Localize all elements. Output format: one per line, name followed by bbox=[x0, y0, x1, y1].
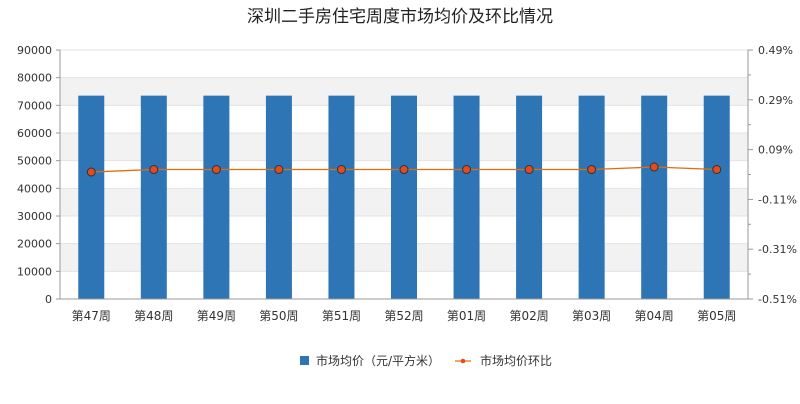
ratio-point bbox=[211, 165, 221, 175]
y-left-tick-label: 10000 bbox=[17, 265, 52, 278]
legend: 市场均价（元/平方米） 市场均价环比 bbox=[300, 353, 552, 368]
bar bbox=[641, 95, 668, 300]
y-left-tick-label: 70000 bbox=[17, 99, 52, 112]
axes bbox=[56, 49, 753, 300]
y-right-tick-label: 0.29% bbox=[758, 94, 793, 107]
y-right-tick-label: -0.31% bbox=[758, 243, 797, 256]
ratio-point bbox=[462, 165, 472, 175]
x-tick-label: 第04周 bbox=[635, 309, 674, 323]
ratio-point bbox=[274, 165, 284, 175]
x-tick-label: 第01周 bbox=[447, 309, 486, 323]
bar bbox=[453, 95, 480, 300]
y-left-tick-label: 0 bbox=[45, 293, 52, 306]
bar bbox=[516, 95, 543, 300]
bars bbox=[78, 95, 730, 300]
legend-line-marker bbox=[460, 358, 466, 364]
bar bbox=[140, 95, 167, 300]
bar bbox=[203, 95, 230, 300]
bar bbox=[265, 95, 292, 300]
ratio-point bbox=[399, 165, 409, 175]
x-tick-label: 第51周 bbox=[322, 309, 361, 323]
y-right-tick-label: 0.49% bbox=[758, 44, 793, 57]
bar bbox=[578, 95, 605, 300]
x-tick-label: 第05周 bbox=[697, 309, 736, 323]
y-right-tick-label: -0.51% bbox=[758, 293, 797, 306]
y-right-tick-labels: -0.51% -0.31% -0.11% 0.09% 0.29% 0.49% bbox=[758, 44, 797, 306]
bar bbox=[703, 95, 730, 300]
ratio-point bbox=[587, 165, 597, 175]
y-right-tick-label: 0.09% bbox=[758, 144, 793, 157]
y-left-tick-label: 30000 bbox=[17, 210, 52, 223]
x-tick-label: 第49周 bbox=[197, 309, 236, 323]
y-left-tick-labels: 0 10000 20000 30000 40000 50000 60000 70000 8000… bbox=[17, 44, 52, 306]
ratio-point bbox=[649, 162, 659, 172]
x-tick-label: 第52周 bbox=[384, 309, 423, 323]
y-right-tick-label: -0.11% bbox=[758, 193, 797, 206]
ratio-line bbox=[86, 162, 722, 177]
y-left-tick-label: 80000 bbox=[17, 72, 52, 85]
x-tick-label: 第02周 bbox=[509, 309, 548, 323]
ratio-point bbox=[524, 165, 534, 175]
ratio-point bbox=[336, 165, 346, 175]
legend-line-label: 市场均价环比 bbox=[480, 353, 552, 368]
x-tick-label: 第50周 bbox=[259, 309, 298, 323]
y-left-tick-label: 60000 bbox=[17, 127, 52, 140]
bar bbox=[78, 95, 105, 300]
legend-bar-swatch bbox=[300, 356, 309, 365]
x-tick-label: 第47周 bbox=[72, 309, 111, 323]
y-left-tick-label: 40000 bbox=[17, 182, 52, 195]
x-tick-label: 第03周 bbox=[572, 309, 611, 323]
ratio-point bbox=[149, 165, 159, 175]
y-left-tick-label: 50000 bbox=[17, 155, 52, 168]
chart-title: 深圳二手房住宅周度市场均价及环比情况 bbox=[247, 7, 553, 27]
bar bbox=[328, 95, 355, 300]
legend-bar-label: 市场均价（元/平方米） bbox=[316, 353, 440, 368]
ratio-point bbox=[712, 165, 722, 175]
x-tick-labels: 第47周 第48周 第49周 第50周 第51周 第52周 第01周 第02周 第03周 第04周… bbox=[72, 309, 737, 323]
x-tick-label: 第48周 bbox=[134, 309, 173, 323]
bar bbox=[391, 95, 417, 300]
ratio-point bbox=[86, 167, 96, 177]
y-left-tick-label: 90000 bbox=[17, 44, 52, 57]
y-left-tick-label: 20000 bbox=[17, 238, 52, 251]
